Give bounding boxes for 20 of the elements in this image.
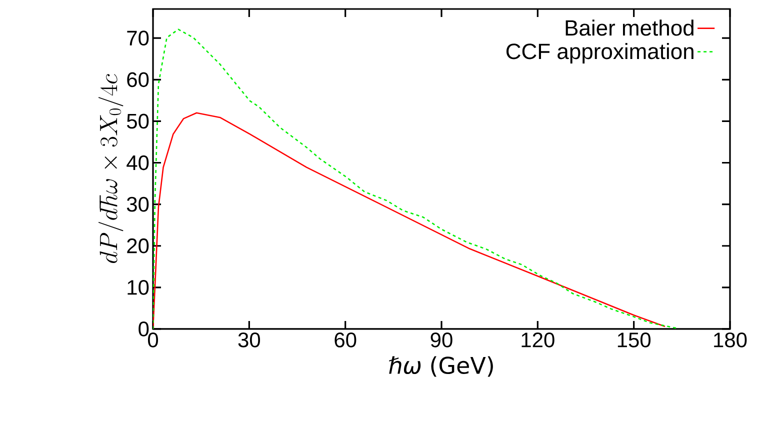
legend-label: Baier method (566, 20, 694, 36)
y-tick-label: 70 (127, 30, 149, 46)
y-tick-label: 0 (138, 322, 149, 336)
x-tick-label: 150 (618, 332, 651, 348)
y-tick-label: 10 (128, 280, 149, 295)
x-axis-title: ℏω (GeV) (389, 356, 493, 377)
x-tick-label: 30 (238, 332, 260, 348)
y-tick-label: 60 (127, 72, 149, 88)
y-tick-label: 20 (127, 238, 149, 254)
x-tick-label: 120 (522, 332, 554, 348)
x-tick-label: 180 (714, 332, 747, 348)
line-series (153, 112, 666, 329)
y-tick-label: 30 (126, 196, 149, 212)
x-tick-label: 90 (430, 332, 452, 348)
y-tick-label: 40 (126, 155, 149, 170)
x-tick-label: 60 (334, 332, 356, 348)
y-axis-title: $dP/d\hbar\omega \times 3X_0/4c$ (98, 74, 124, 263)
y-tick-label: 50 (126, 114, 149, 129)
x-tick-label: 0 (148, 332, 158, 348)
legend-label: CCF approximation (506, 43, 694, 64)
